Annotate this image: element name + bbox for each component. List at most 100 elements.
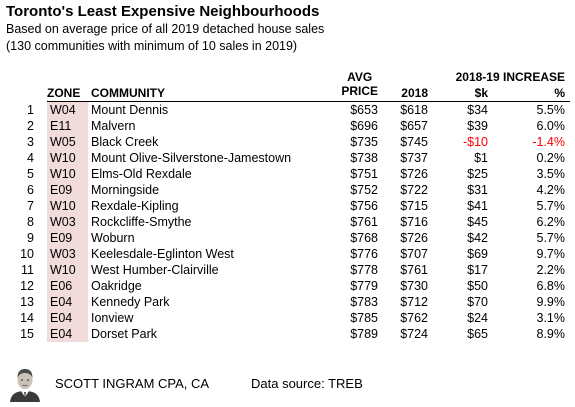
community-cell: Rexdale-Kipling xyxy=(91,199,179,213)
rank-cell: 6 xyxy=(27,183,34,197)
zone-cell: W03 xyxy=(47,214,88,230)
increase-pct-cell: 6.8% xyxy=(536,279,566,293)
zone-cell: W03 xyxy=(47,246,88,262)
avg-price-cell: $756 xyxy=(350,199,378,213)
increase-pct-cell: 5.7% xyxy=(536,199,566,213)
table-row: 12 E06 Oakridge $779 $730 $50 6.8% xyxy=(0,278,575,294)
avg-price-cell: $752 xyxy=(350,183,378,197)
price-2018-cell: $707 xyxy=(400,247,428,261)
column-header-k: $k xyxy=(474,86,488,100)
header-divider xyxy=(47,101,570,102)
zone-cell: E11 xyxy=(47,118,88,134)
table-row: 6 E09 Morningside $752 $722 $31 4.2% xyxy=(0,182,575,198)
rank-cell: 3 xyxy=(27,135,34,149)
community-cell: Mount Olive-Silverstone-Jamestown xyxy=(91,151,292,165)
increase-k-cell: $24 xyxy=(467,311,488,325)
increase-k-cell: $1 xyxy=(474,151,488,165)
column-header-increase: 2018-19 INCREASE xyxy=(455,70,565,84)
table-row: 9 E09 Woburn $768 $726 $42 5.7% xyxy=(0,230,575,246)
increase-k-cell: $65 xyxy=(467,327,488,341)
data-source: Data source: TREB xyxy=(251,376,363,391)
rank-cell: 7 xyxy=(27,199,34,213)
avg-price-cell: $778 xyxy=(350,263,378,277)
avg-price-cell: $761 xyxy=(350,215,378,229)
increase-pct-cell: 9.7% xyxy=(536,247,566,261)
community-cell: Dorset Park xyxy=(91,327,157,341)
avg-price-cell: $738 xyxy=(350,151,378,165)
community-cell: Mount Dennis xyxy=(91,103,169,117)
zone-cell: E04 xyxy=(47,310,88,326)
subtitle-line-2: (130 communities with minimum of 10 sale… xyxy=(6,39,298,53)
zone-cell: E09 xyxy=(47,182,88,198)
price-2018-cell: $745 xyxy=(400,135,428,149)
increase-pct-cell: 3.5% xyxy=(536,167,566,181)
increase-pct-cell: 0.2% xyxy=(536,151,566,165)
increase-pct-cell: 3.1% xyxy=(536,311,566,325)
table-row: 15 E04 Dorset Park $789 $724 $65 8.9% xyxy=(0,326,575,342)
zone-cell: E06 xyxy=(47,278,88,294)
increase-pct-cell: 2.2% xyxy=(536,263,566,277)
table-row: 4 W10 Mount Olive-Silverstone-Jamestown $73… xyxy=(0,150,575,166)
community-cell: West Humber-Clairville xyxy=(91,263,219,277)
avg-price-cell: $751 xyxy=(350,167,378,181)
zone-cell: W10 xyxy=(47,198,88,214)
zone-cell: W10 xyxy=(47,150,88,166)
price-2018-cell: $726 xyxy=(400,231,428,245)
avg-price-cell: $779 xyxy=(350,279,378,293)
rank-cell: 12 xyxy=(20,279,34,293)
rank-cell: 5 xyxy=(27,167,34,181)
rank-cell: 8 xyxy=(27,215,34,229)
zone-cell: W10 xyxy=(47,166,88,182)
rank-cell: 2 xyxy=(27,119,34,133)
avg-price-cell: $785 xyxy=(350,311,378,325)
price-2018-cell: $761 xyxy=(400,263,428,277)
avg-price-cell: $789 xyxy=(350,327,378,341)
table-row: 11 W10 West Humber-Clairville $778 $761 $17 2.… xyxy=(0,262,575,278)
increase-pct-cell: 8.9% xyxy=(536,327,566,341)
community-cell: Rockcliffe-Smythe xyxy=(91,215,192,229)
table-row: 13 E04 Kennedy Park $783 $712 $70 9.9% xyxy=(0,294,575,310)
avg-price-cell: $783 xyxy=(350,295,378,309)
community-cell: Kennedy Park xyxy=(91,295,170,309)
increase-k-cell: $39 xyxy=(467,119,488,133)
rank-cell: 11 xyxy=(21,263,34,277)
zone-cell: E04 xyxy=(47,294,88,310)
table-row: 2 E11 Malvern $696 $657 $39 6.0% xyxy=(0,118,575,134)
page-title: Toronto's Least Expensive Neighbourhoods xyxy=(6,3,320,20)
author-name: SCOTT INGRAM CPA, CA xyxy=(55,376,210,391)
rank-cell: 9 xyxy=(27,231,34,245)
price-2018-cell: $657 xyxy=(400,119,428,133)
price-2018-cell: $618 xyxy=(400,103,428,117)
increase-k-cell: $69 xyxy=(467,247,488,261)
avg-price-cell: $653 xyxy=(350,103,378,117)
community-cell: Woburn xyxy=(91,231,135,245)
increase-k-cell: $45 xyxy=(467,215,488,229)
column-header-2018: 2018 xyxy=(401,86,428,100)
column-header-avg-price: AVG PRICE xyxy=(341,70,378,98)
table-row: 5 W10 Elms-Old Rexdale $751 $726 $25 3.5% xyxy=(0,166,575,182)
increase-k-cell: $70 xyxy=(467,295,488,309)
zone-cell: W10 xyxy=(47,262,88,278)
community-cell: Oakridge xyxy=(91,279,142,293)
increase-pct-cell: 6.2% xyxy=(536,215,566,229)
community-cell: Ionview xyxy=(91,311,134,325)
rank-cell: 15 xyxy=(20,327,34,341)
column-header-pct: % xyxy=(554,86,565,100)
community-cell: Morningside xyxy=(91,183,160,197)
community-cell: Elms-Old Rexdale xyxy=(91,167,192,181)
footer: SCOTT INGRAM CPA, CA Data source: TREB xyxy=(0,366,575,402)
zone-cell: W04 xyxy=(47,102,88,118)
zone-cell: E04 xyxy=(47,326,88,342)
increase-k-cell: $25 xyxy=(467,167,488,181)
avg-price-cell: $776 xyxy=(350,247,378,261)
increase-pct-cell: 9.9% xyxy=(536,295,566,309)
increase-pct-cell: 5.7% xyxy=(536,231,566,245)
increase-k-cell: $17 xyxy=(467,263,488,277)
community-cell: Black Creek xyxy=(91,135,159,149)
rank-cell: 13 xyxy=(20,295,34,309)
price-2018-cell: $726 xyxy=(400,167,428,181)
increase-k-cell: -$10 xyxy=(462,135,488,149)
increase-k-cell: $42 xyxy=(467,231,488,245)
price-2018-cell: $724 xyxy=(400,327,428,341)
column-header-community: COMMUNITY xyxy=(91,86,165,100)
